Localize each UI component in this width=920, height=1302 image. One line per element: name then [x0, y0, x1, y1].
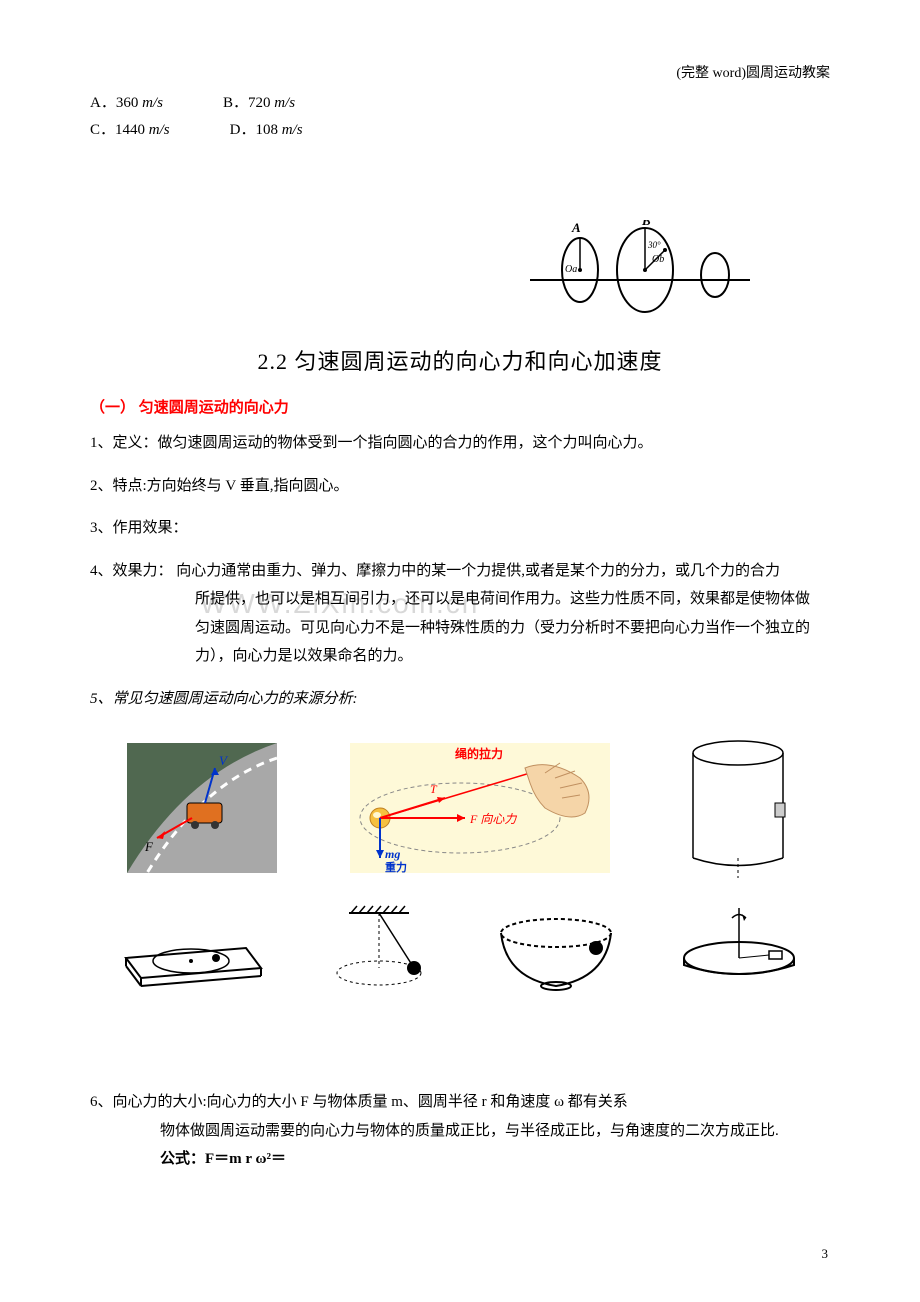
hand-gravity-label: 重力	[385, 860, 407, 873]
pendulum-diagram	[319, 903, 439, 1003]
hand-f-label: F 向心力	[469, 812, 517, 826]
option-d: D．108 m/s	[230, 117, 303, 144]
cylinder-diagram	[683, 738, 793, 878]
option-c: C．1440 m/s	[90, 117, 170, 144]
answer-options: A．360 m/s B．720 m/s C．1440 m/s D．108 m/s	[90, 90, 830, 144]
section-title: 2.2 匀速圆周运动的向心力和向心加速度	[90, 344, 830, 376]
item-3: 3、作用效果：	[90, 514, 830, 543]
turntable-diagram	[116, 908, 266, 998]
item-1: 1、定义：做匀速圆周运动的物体受到一个指向圆心的合力的作用，这个力叫向心力。	[90, 429, 830, 458]
disk-diagram	[674, 903, 804, 1003]
header-right: (完整 word)圆周运动教案	[676, 62, 830, 82]
diagrams-row-1: V F T F 向心力 mg 重力 绳的拉力	[90, 738, 830, 878]
item-2: 2、特点:方向始终与 V 垂直,指向圆心。	[90, 472, 830, 501]
hand-diagram: T F 向心力 mg 重力 绳的拉力	[350, 743, 610, 873]
pulley-label-oa: Oa	[565, 264, 577, 275]
item-5: 5、常见匀速圆周运动向心力的来源分析:	[90, 685, 830, 714]
hand-tension-label: 绳的拉力	[455, 746, 503, 761]
pulley-label-a: A	[571, 220, 581, 235]
diagrams-row-2	[90, 903, 830, 1003]
hand-mg-label: mg	[385, 847, 400, 861]
pulley-diagram: A Oa B 30° Ob	[530, 220, 750, 335]
pulley-label-ob: Ob	[652, 254, 664, 265]
subsection-title: （一） 匀速圆周运动的向心力	[90, 396, 830, 417]
pulley-label-angle: 30°	[647, 240, 661, 250]
item-6: 6、向心力的大小:向心力的大小 F 与物体质量 m、圆周半径 r 和角速度 ω …	[90, 1088, 830, 1174]
pulley-label-b: B	[641, 220, 651, 228]
car-f-label: F	[144, 839, 154, 854]
option-b: B．720 m/s	[223, 90, 295, 117]
car-diagram: V F	[127, 743, 277, 873]
option-a: A．360 m/s	[90, 90, 163, 117]
page-number: 3	[822, 1246, 829, 1262]
bowl-diagram	[491, 908, 621, 998]
item-4: 4、效果力： 向心力通常由重力、弹力、摩擦力中的某一个力提供,或者是某个力的分力…	[90, 557, 830, 671]
